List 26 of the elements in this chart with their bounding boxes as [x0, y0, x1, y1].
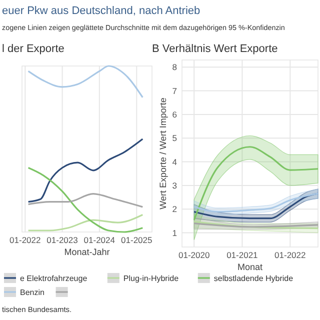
legend-label: selbstladende Hybride — [214, 274, 294, 283]
x-tick-label: 01-2021 — [226, 250, 258, 260]
x-tick-label: 01-2023 — [46, 235, 78, 245]
y-tick-label: 6 — [172, 109, 178, 120]
x-tick-label: 01-2024 — [84, 235, 116, 245]
line-series — [193, 146, 319, 221]
chart-title: euer Pkw aus Deutschland, nach Antrieb — [2, 5, 200, 17]
legend-label: Plug-in-Hybride — [123, 274, 180, 283]
x-tick-label: 01-2025 — [121, 235, 153, 245]
legend-label: e Elektrofahrzeuge — [20, 274, 88, 283]
y-tick-label: 3 — [172, 180, 178, 190]
x-axis-title: Monat-Jahr — [64, 247, 110, 257]
y-tick-label: 2 — [172, 204, 178, 214]
y-tick-label: 1 — [172, 228, 178, 238]
x-axis-title: Monat — [237, 262, 264, 272]
y-tick-label: 4 — [172, 156, 178, 167]
y-tick-label: 8 — [172, 62, 178, 72]
x-tick-label: 01-2020 — [178, 250, 210, 260]
y-tick-label: 5 — [172, 133, 178, 144]
x-tick-label: 01-2022 — [274, 250, 306, 260]
text: l der Exporte — [2, 43, 64, 55]
y-axis-title: Wert Exporte / Wert Importe — [158, 98, 168, 210]
x-tick-label: 01-2022 — [10, 235, 42, 245]
chart-title: B Verhältnis Wert Exporte — [152, 43, 278, 55]
y-tick-label: 7 — [172, 86, 178, 96]
legend-label: Benzin — [20, 288, 44, 297]
